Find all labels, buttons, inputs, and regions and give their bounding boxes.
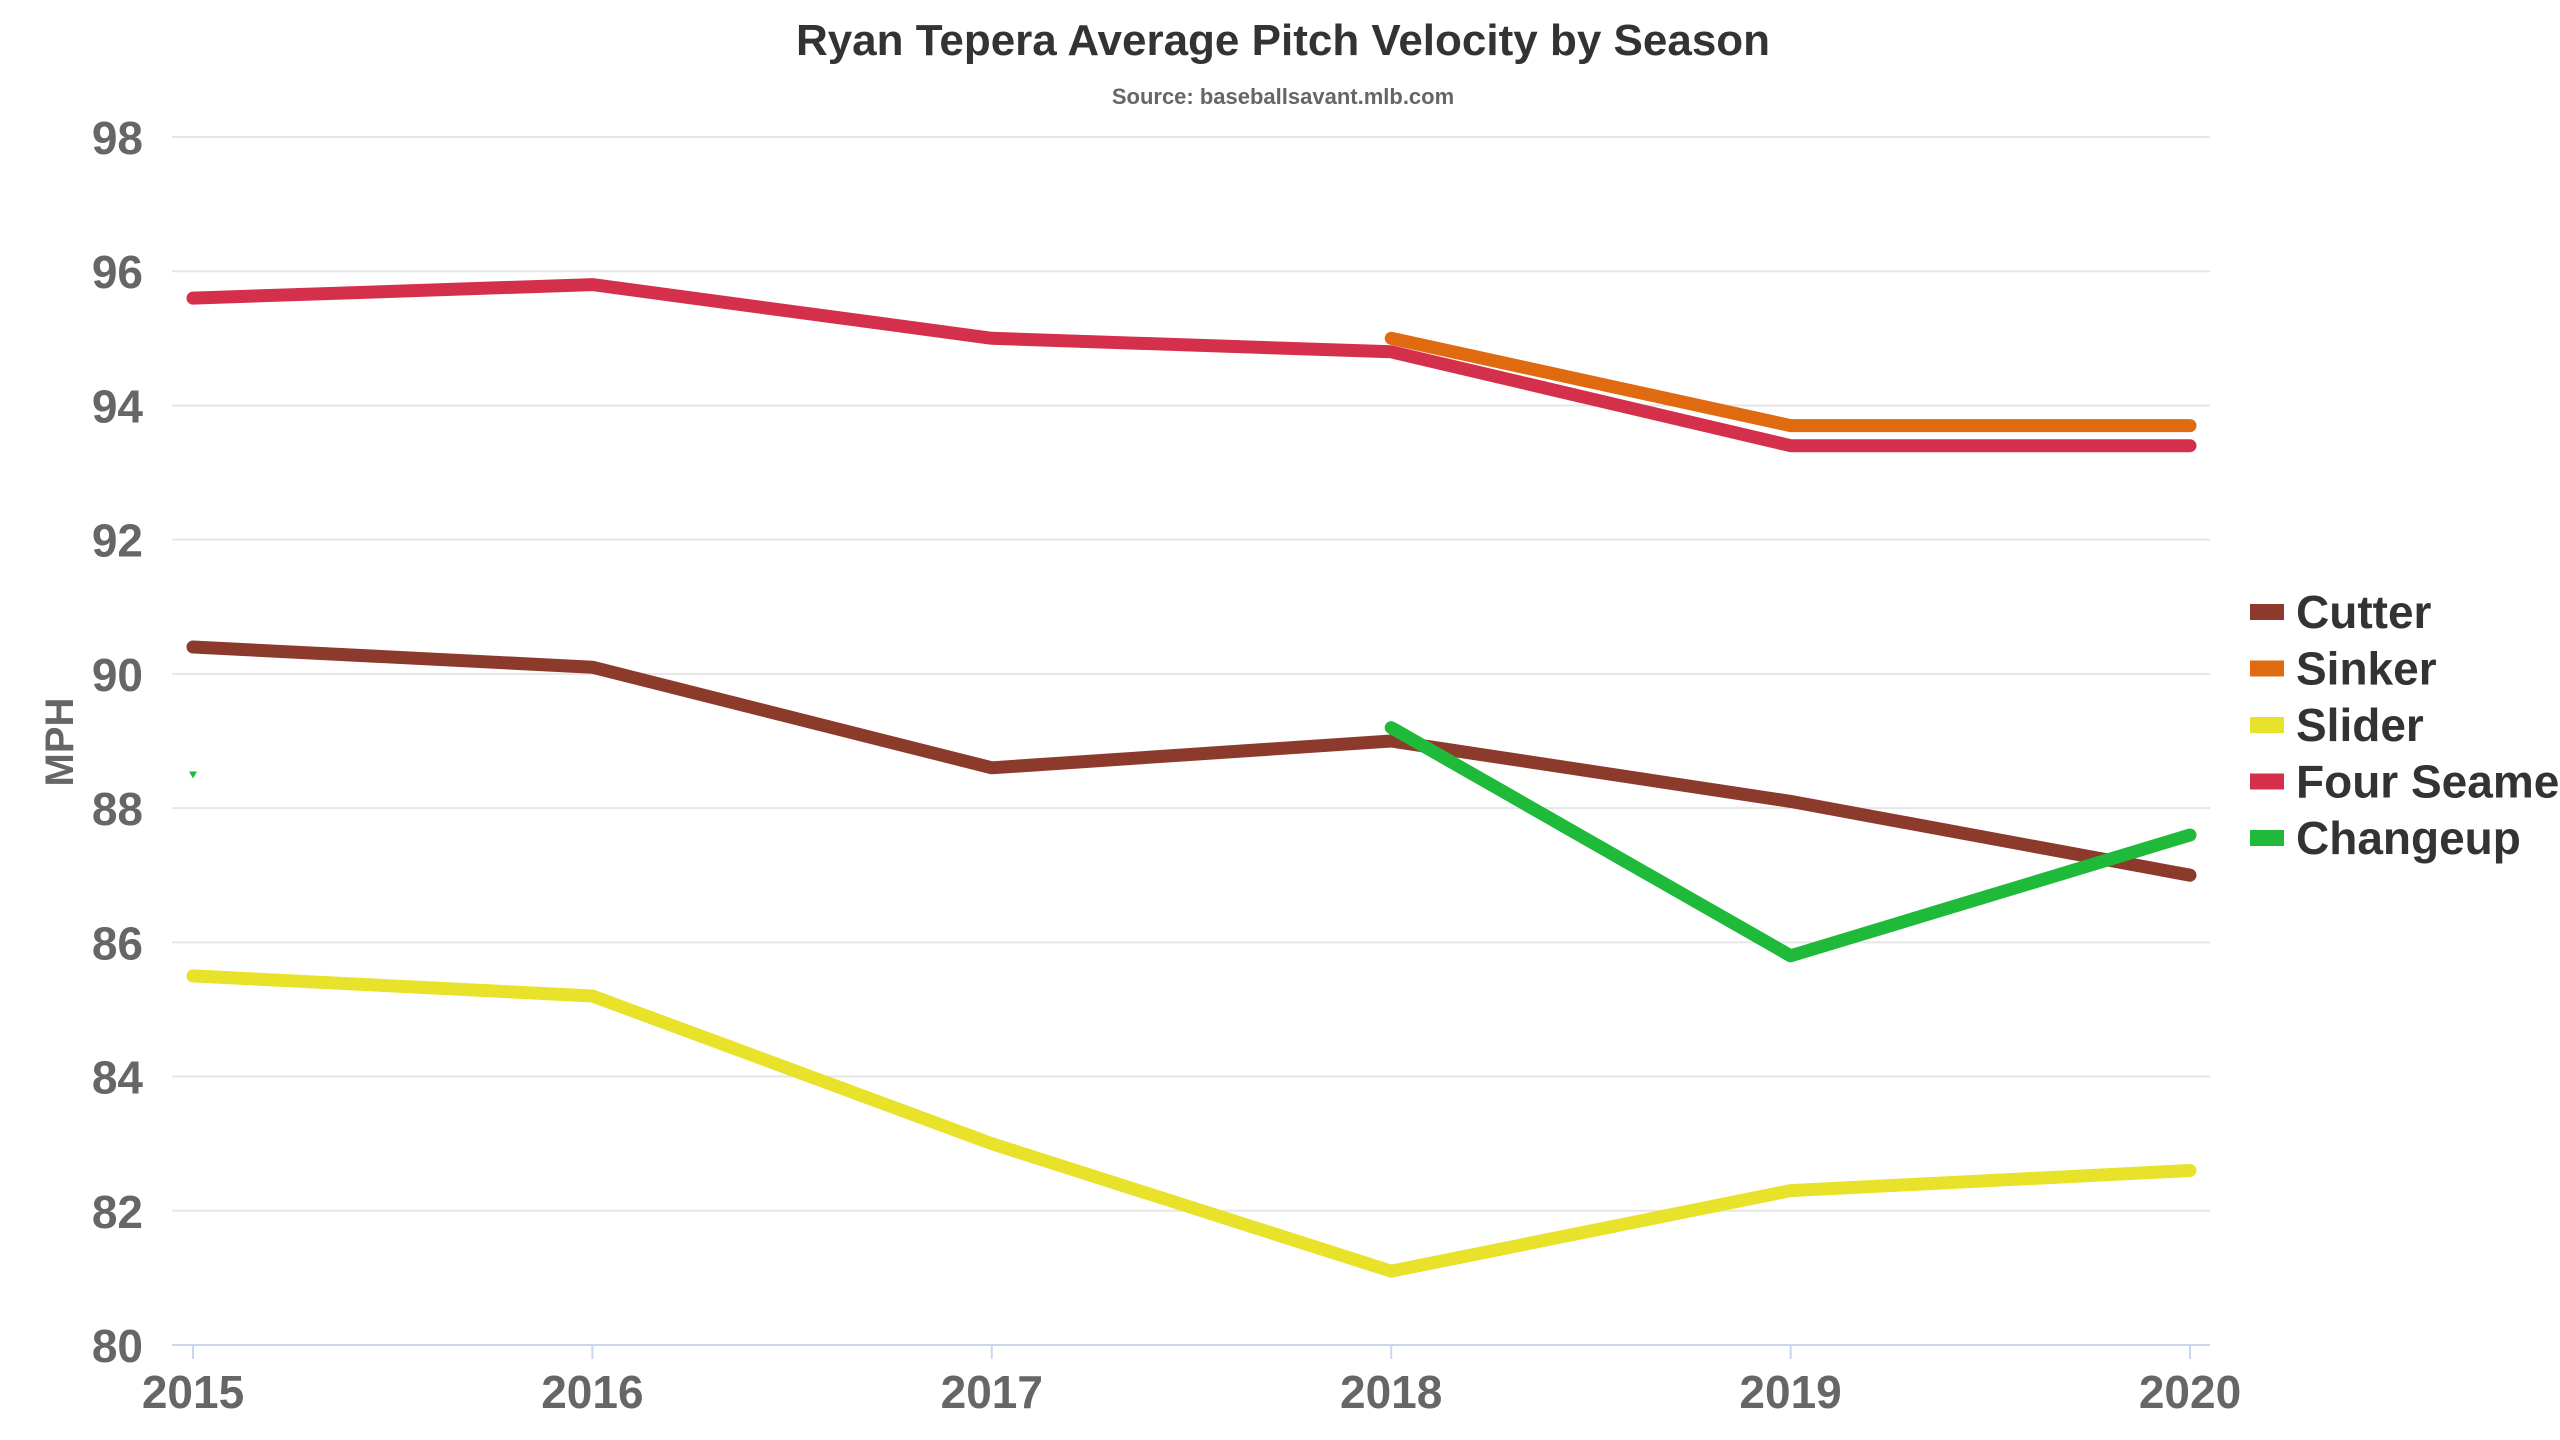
x-tick-label: 2017: [941, 1366, 1043, 1418]
gridlines: [172, 136, 2210, 1212]
y-tick-label: 90: [92, 649, 143, 701]
series-line-four-seamer: [186, 278, 2197, 453]
legend-swatch-cutter: [2250, 604, 2284, 620]
legend-swatch-changeup: [2250, 830, 2284, 846]
y-tick-label: 88: [92, 783, 143, 835]
legend-label-four-seamer: Four Seamer: [2296, 756, 2560, 808]
legend-label-sinker: Sinker: [2296, 643, 2437, 695]
y-axis-ticks: 80 82 84 86 88 90 92 94 96 98: [92, 112, 144, 1372]
series-line-changeup: [1384, 721, 2197, 963]
legend-swatch-sinker: [2250, 660, 2284, 677]
y-tick-label: 80: [92, 1320, 143, 1372]
series-line-slider: [186, 969, 2197, 1278]
series-line-cutter: [186, 640, 2197, 882]
series-lines: [186, 278, 2197, 1278]
chart-subtitle: Source: baseballsavant.mlb.com: [1112, 84, 1454, 109]
x-tick-label: 2020: [2139, 1366, 2241, 1418]
x-tick-label: 2018: [1340, 1366, 1442, 1418]
legend-label-cutter: Cutter: [2296, 586, 2432, 638]
x-tick-label: 2019: [1739, 1366, 1841, 1418]
legend-label-slider: Slider: [2296, 699, 2424, 751]
y-tick-label: 84: [92, 1052, 144, 1104]
y-tick-label: 82: [92, 1186, 143, 1238]
legend-swatch-slider: [2250, 717, 2284, 733]
legend-label-changeup: Changeup: [2296, 812, 2521, 864]
chart-title: Ryan Tepera Average Pitch Velocity by Se…: [796, 16, 1770, 65]
series-line-sinker: [1384, 331, 2197, 433]
y-tick-label: 96: [92, 246, 143, 298]
series-point-changeup: [189, 771, 197, 779]
y-tick-label: 94: [92, 380, 144, 432]
legend-swatch-four-seamer: [2250, 773, 2284, 790]
y-tick-label: 98: [92, 112, 143, 164]
y-tick-label: 92: [92, 515, 143, 567]
x-tick-label: 2016: [541, 1366, 643, 1418]
x-tick-label: 2015: [142, 1366, 244, 1418]
y-tick-label: 86: [92, 917, 143, 969]
x-axis-ticks: 2015 2016 2017 2018 2019 2020: [142, 1345, 2241, 1418]
y-axis-title: MPH: [38, 698, 82, 787]
